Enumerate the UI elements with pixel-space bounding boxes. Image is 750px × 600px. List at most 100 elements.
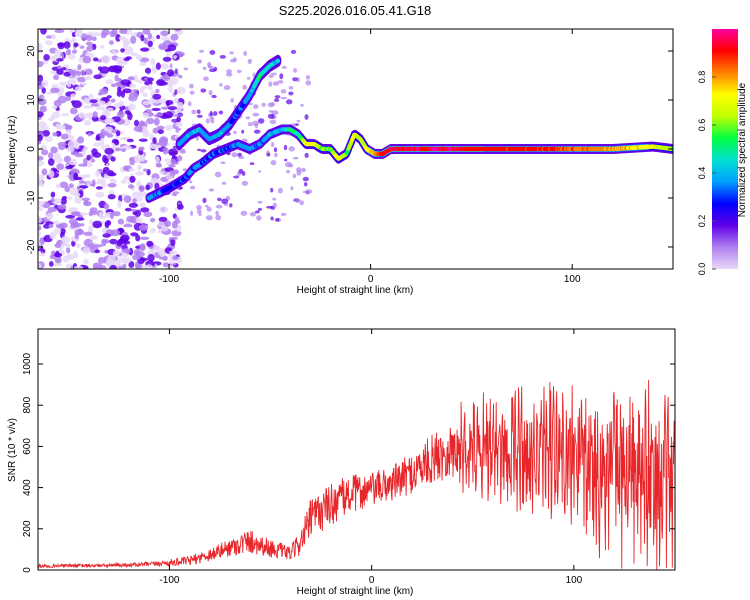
noise-blob bbox=[288, 91, 294, 96]
noise-blob bbox=[115, 34, 121, 42]
colorbar-label: Normalized spectral amplitude bbox=[737, 82, 748, 217]
noise-blob bbox=[128, 219, 136, 223]
noise-blob bbox=[252, 112, 260, 117]
noise-blob bbox=[190, 210, 194, 217]
noise-blob bbox=[143, 37, 149, 45]
noise-blob bbox=[38, 43, 43, 51]
noise-blob bbox=[123, 257, 131, 264]
noise-blob bbox=[97, 59, 102, 63]
noise-blob bbox=[142, 100, 151, 106]
noise-blob bbox=[119, 29, 128, 35]
noise-blob bbox=[159, 171, 165, 175]
noise-blob bbox=[167, 80, 174, 88]
noise-blob bbox=[109, 40, 114, 45]
noise-blob bbox=[277, 80, 284, 84]
noise-blob bbox=[85, 180, 93, 186]
x-tick-label: -100 bbox=[159, 274, 179, 285]
noise-blob bbox=[213, 111, 218, 116]
noise-blob bbox=[38, 134, 43, 142]
noise-blob bbox=[77, 228, 83, 235]
noise-blob bbox=[241, 171, 246, 176]
noise-blob bbox=[41, 80, 49, 87]
noise-blob bbox=[101, 55, 111, 64]
noise-blob bbox=[268, 74, 274, 78]
noise-blob bbox=[152, 137, 157, 144]
y-tick-label: 0 bbox=[22, 567, 33, 573]
noise-blob bbox=[38, 160, 45, 167]
noise-blob bbox=[105, 79, 114, 85]
noise-blob bbox=[205, 204, 209, 208]
noise-blob bbox=[72, 100, 82, 109]
noise-blob bbox=[71, 240, 76, 247]
noise-blob bbox=[134, 171, 145, 176]
noise-blob bbox=[292, 77, 298, 82]
noise-blob bbox=[159, 250, 166, 258]
noise-blob bbox=[142, 112, 149, 119]
noise-blob bbox=[83, 157, 88, 166]
noise-blob bbox=[88, 219, 94, 225]
noise-blob bbox=[112, 250, 120, 257]
noise-blob bbox=[165, 100, 174, 105]
noise-blob bbox=[274, 98, 280, 102]
noise-blob bbox=[117, 86, 122, 93]
noise-blob bbox=[87, 132, 93, 137]
noise-blob bbox=[132, 89, 138, 93]
noise-blob bbox=[217, 197, 222, 202]
noise-blob bbox=[209, 111, 213, 116]
noise-blob bbox=[57, 204, 67, 210]
noise-blob bbox=[272, 197, 277, 201]
noise-blob bbox=[253, 104, 259, 109]
noise-blob bbox=[202, 197, 207, 204]
noise-blob bbox=[65, 165, 73, 170]
noise-blob bbox=[176, 155, 183, 162]
noise-blob bbox=[268, 81, 273, 87]
noise-blob bbox=[242, 84, 247, 90]
noise-blob bbox=[124, 207, 132, 212]
noise-blob bbox=[67, 140, 75, 149]
noise-blob bbox=[120, 179, 127, 184]
noise-blob bbox=[77, 64, 82, 71]
noise-blob bbox=[106, 107, 114, 112]
noise-blob bbox=[247, 58, 252, 65]
noise-blob bbox=[171, 221, 178, 229]
noise-blob bbox=[269, 119, 277, 125]
noise-blob bbox=[43, 54, 50, 61]
noise-blob bbox=[41, 168, 48, 176]
snr-frame bbox=[37, 328, 676, 571]
noise-blob bbox=[149, 143, 158, 150]
noise-blob bbox=[169, 173, 176, 177]
noise-blob bbox=[38, 60, 44, 68]
noise-blob bbox=[73, 42, 79, 48]
noise-blob bbox=[53, 220, 60, 225]
noise-blob bbox=[134, 154, 144, 163]
noise-blob bbox=[208, 188, 215, 192]
noise-blob bbox=[189, 90, 195, 95]
noise-blob bbox=[51, 33, 56, 40]
noise-blob bbox=[154, 182, 160, 190]
noise-blob bbox=[95, 181, 103, 185]
noise-blob bbox=[159, 98, 167, 105]
noise-blob bbox=[237, 152, 242, 157]
noise-blob bbox=[74, 232, 80, 240]
noise-blob bbox=[270, 216, 274, 221]
noise-blob bbox=[38, 98, 47, 106]
noise-blob bbox=[95, 186, 103, 190]
noise-blob bbox=[86, 154, 91, 161]
noise-blob bbox=[304, 114, 309, 120]
noise-blob bbox=[50, 115, 55, 121]
noise-blob bbox=[81, 197, 91, 201]
snr-y-axis-label: SNR (10 * v/v) bbox=[7, 418, 18, 482]
noise-blob bbox=[277, 187, 283, 194]
x-tick-label: 0 bbox=[369, 575, 375, 586]
noise-blob bbox=[70, 93, 76, 98]
noise-blob bbox=[64, 96, 72, 102]
noise-blob bbox=[68, 183, 74, 189]
noise-blob bbox=[198, 213, 202, 217]
noise-blob bbox=[174, 68, 178, 74]
noise-blob bbox=[256, 215, 262, 221]
noise-blob bbox=[111, 83, 117, 88]
noise-blob bbox=[305, 189, 313, 195]
noise-blob bbox=[68, 39, 76, 44]
noise-blob bbox=[219, 83, 223, 87]
noise-blob bbox=[38, 111, 44, 118]
